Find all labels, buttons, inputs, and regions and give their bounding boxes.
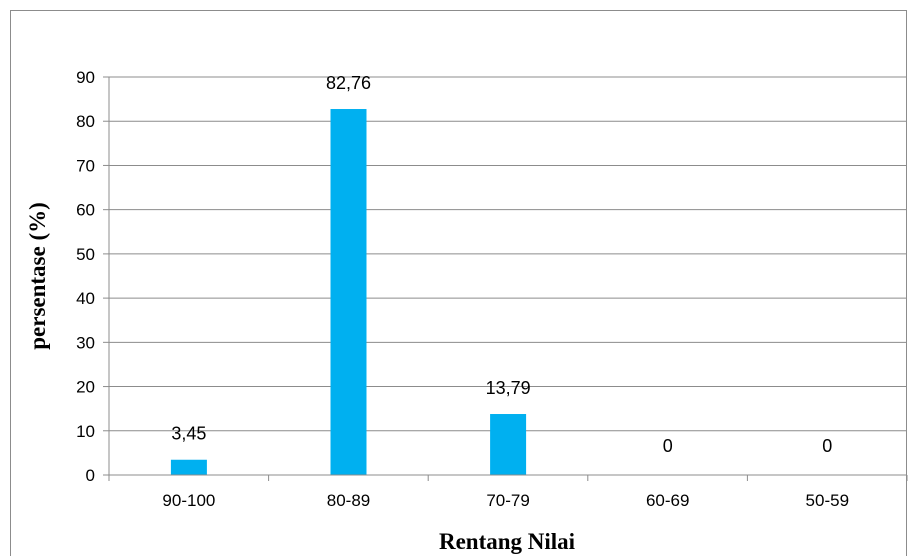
x-tick-label-50-59: 50-59 [806, 491, 849, 510]
x-tick-label-60-69: 60-69 [646, 491, 689, 510]
x-axis-title: Rentang Nilai [439, 529, 576, 554]
data-label-50-59: 0 [822, 436, 832, 456]
y-tick-label-20: 20 [76, 378, 95, 397]
x-tick-label-70-79: 70-79 [486, 491, 529, 510]
x-tick-label-90-100: 90-100 [162, 491, 215, 510]
data-label-70-79: 13,79 [486, 378, 531, 398]
x-tick-label-80-89: 80-89 [327, 491, 370, 510]
y-tick-labels: 0 10 20 30 40 50 60 70 80 90 [76, 68, 95, 485]
bars [170, 109, 527, 475]
data-labels: 3,45 82,76 13,79 0 0 [171, 73, 832, 456]
bar-80-89 [330, 109, 367, 475]
axes [103, 76, 908, 481]
data-label-80-89: 82,76 [326, 73, 371, 93]
y-tick-label-80: 80 [76, 112, 95, 131]
y-tick-label-0: 0 [86, 466, 95, 485]
y-tick-label-90: 90 [76, 68, 95, 87]
y-tick-label-70: 70 [76, 156, 95, 175]
data-label-60-69: 0 [663, 436, 673, 456]
y-tick-label-60: 60 [76, 201, 95, 220]
x-tick-labels: 90-100 80-89 70-79 60-69 50-59 [162, 491, 849, 510]
y-tick-label-50: 50 [76, 245, 95, 264]
bar-90-100 [170, 459, 207, 475]
y-tick-label-30: 30 [76, 333, 95, 352]
bar-70-79 [490, 414, 527, 475]
y-axis-title: persentase (%) [25, 202, 50, 350]
y-tick-label-10: 10 [76, 422, 95, 441]
data-label-90-100: 3,45 [171, 424, 206, 444]
y-tick-label-40: 40 [76, 289, 95, 308]
chart-frame [10, 10, 907, 556]
